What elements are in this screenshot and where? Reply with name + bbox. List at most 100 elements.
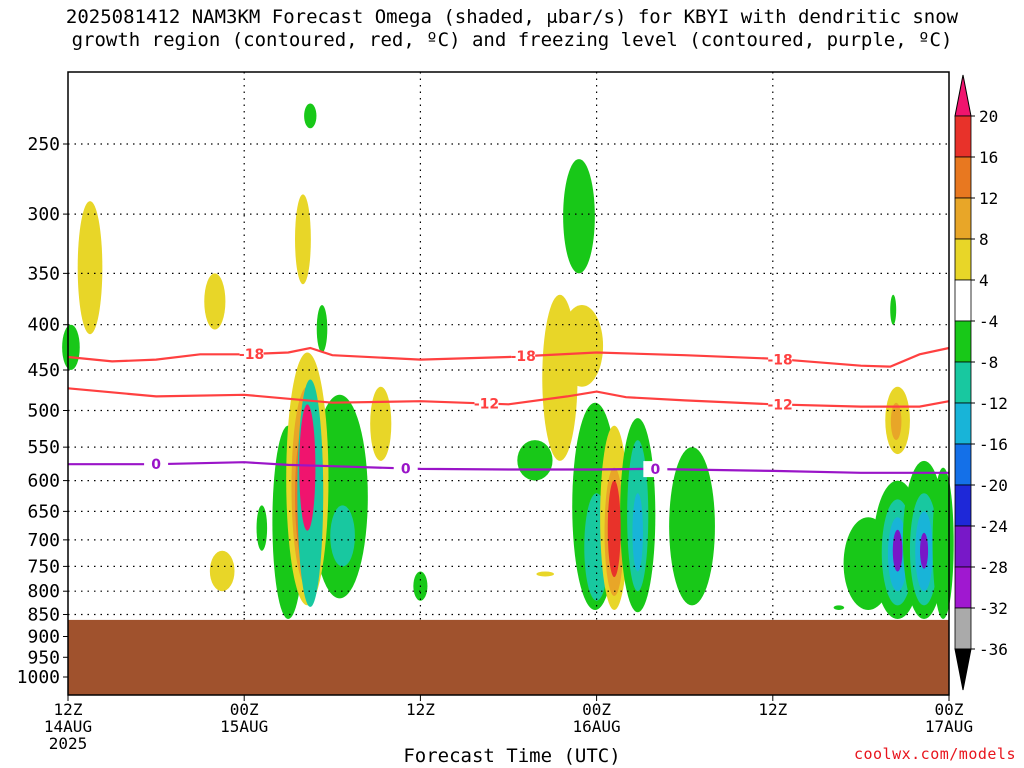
omega-area-4 bbox=[204, 273, 226, 330]
title-line-2: growth region (contoured, red, ºC) and f… bbox=[71, 29, 953, 51]
colorbar-box-9 bbox=[954, 443, 972, 486]
omega-area-5 bbox=[209, 550, 235, 592]
omega-area-3 bbox=[316, 304, 328, 353]
contour-label-bg-1-0 bbox=[474, 395, 499, 412]
temperature-contours: -18 -18 -18 -12 -12 0 0 0 bbox=[67, 345, 950, 478]
colorbar-label-9: -20 bbox=[979, 476, 1008, 495]
y-tick-label-900: 900 bbox=[27, 626, 60, 647]
omega-core-4 bbox=[920, 532, 929, 569]
contour-label-0-2: -18 bbox=[767, 352, 792, 368]
omega-area-16 bbox=[536, 571, 555, 577]
colorbar-box-4 bbox=[954, 238, 972, 281]
colorbar-box-13 bbox=[954, 607, 972, 650]
y-tick-label-250: 250 bbox=[27, 134, 60, 155]
colorbar-label-1: 16 bbox=[979, 148, 998, 167]
colorbar-label-7: -12 bbox=[979, 394, 1008, 413]
contour-label-2-1: 0 bbox=[401, 461, 411, 477]
contour-0 bbox=[68, 461, 949, 474]
omega-core-3 bbox=[892, 529, 903, 572]
contour-label-1-1: -12 bbox=[767, 397, 792, 413]
contour-label-0-1: -18 bbox=[511, 349, 536, 365]
omega-area-0 bbox=[77, 201, 103, 335]
colorbar-box-6 bbox=[954, 320, 972, 363]
y-tick-label-450: 450 bbox=[27, 360, 60, 381]
contour-label-bg-2-2 bbox=[643, 461, 668, 478]
contour-minus18 bbox=[67, 346, 950, 368]
colorbar-label-12: -32 bbox=[979, 599, 1008, 618]
omega-core-1 bbox=[299, 404, 316, 531]
omega-area-12 bbox=[517, 440, 553, 481]
x-tick-label-3-1: 00Z bbox=[582, 700, 611, 719]
x-axis-label: Forecast Time (UTC) bbox=[403, 745, 621, 767]
contour-label-bg-2-0 bbox=[144, 456, 169, 473]
contour-minus12 bbox=[67, 387, 950, 408]
contour-label-0-0: -18 bbox=[239, 347, 264, 363]
omega-area-37 bbox=[62, 324, 80, 370]
colorbar-box-11 bbox=[954, 525, 972, 568]
contour-label-2-0: 0 bbox=[151, 457, 161, 473]
credit-text: coolwx.com/models bbox=[853, 745, 1016, 763]
y-tick-label-750: 750 bbox=[27, 556, 60, 577]
y-tick-label-950: 950 bbox=[27, 647, 60, 668]
y-tick-label-850: 850 bbox=[27, 605, 60, 626]
omega-area-6 bbox=[256, 505, 268, 551]
omega-area-32 bbox=[890, 294, 897, 325]
omega-area-9 bbox=[330, 505, 355, 567]
x-tick-label-0-2: 14AUG bbox=[44, 717, 92, 736]
ground-fill bbox=[68, 619, 949, 695]
colorbar-label-3: 8 bbox=[979, 230, 989, 249]
omega-area-24 bbox=[669, 447, 715, 606]
colorbar-label-10: -24 bbox=[979, 517, 1008, 536]
chart-title: 2025081412 NAM3KM Forecast Omega (shaded… bbox=[0, 6, 1024, 52]
y-tick-label-550: 550 bbox=[27, 437, 60, 458]
colorbar: 20 16 12 8 4 -4 -8 -12 -16 -20 -24 -28 -32 -36 bbox=[954, 74, 1008, 691]
colorbar-box-7 bbox=[954, 361, 972, 404]
colorbar-label-4: 4 bbox=[979, 271, 989, 290]
colorbar-label-5: -4 bbox=[979, 312, 998, 331]
y-tick-label-500: 500 bbox=[27, 401, 60, 422]
colorbar-label-0: 20 bbox=[979, 107, 998, 126]
title-line-1: 2025081412 NAM3KM Forecast Omega (shaded… bbox=[65, 6, 959, 28]
x-tick-label-1-2: 15AUG bbox=[220, 717, 268, 736]
y-tick-label-1000: 1000 bbox=[17, 667, 60, 688]
contour-label-1-0: -12 bbox=[474, 397, 499, 413]
colorbar-label-8: -16 bbox=[979, 435, 1008, 454]
colorbar-box-5 bbox=[954, 279, 972, 322]
omega-core-2 bbox=[607, 480, 621, 578]
omega-shading bbox=[62, 103, 954, 620]
y-tick-label-800: 800 bbox=[27, 581, 60, 602]
x-tick-label-0-1: 12Z bbox=[54, 700, 83, 719]
colorbar-label-11: -28 bbox=[979, 558, 1008, 577]
colorbar-box-12 bbox=[954, 566, 972, 609]
y-tick-label-300: 300 bbox=[27, 204, 60, 225]
contour-label-bg-0-2 bbox=[768, 351, 793, 368]
y-tick-label-400: 400 bbox=[27, 315, 60, 336]
colorbar-label-6: -8 bbox=[979, 353, 998, 372]
colorbar-box-10 bbox=[954, 484, 972, 527]
omega-area-15 bbox=[563, 159, 595, 274]
omega-area-25 bbox=[833, 605, 845, 610]
y-tick-label-700: 700 bbox=[27, 530, 60, 551]
colorbar-label-13: -36 bbox=[979, 640, 1008, 659]
y-tick-label-600: 600 bbox=[27, 471, 60, 492]
plot-frame bbox=[67, 71, 950, 696]
y-tick-label-350: 350 bbox=[27, 263, 60, 284]
x-tick-label-1-1: 00Z bbox=[230, 700, 259, 719]
omega-area-31 bbox=[890, 402, 902, 441]
contour-label-bg-0-0 bbox=[239, 345, 264, 362]
omega-area-10 bbox=[370, 386, 392, 461]
x-tick-label-0-3: 2025 bbox=[49, 734, 88, 753]
y-axis: 2503003504004505005506006507007508008509… bbox=[17, 134, 68, 688]
omega-area-23 bbox=[632, 493, 643, 572]
colorbar-box-3 bbox=[954, 197, 972, 240]
x-tick-label-2-1: 12Z bbox=[406, 700, 435, 719]
colorbar-label-2: 12 bbox=[979, 189, 998, 208]
x-tick-label-4-1: 12Z bbox=[758, 700, 787, 719]
x-tick-label-5-1: 00Z bbox=[935, 700, 964, 719]
contour-label-bg-1-1 bbox=[768, 396, 793, 413]
colorbar-box-2 bbox=[954, 156, 972, 199]
contour-label-bg-2-1 bbox=[393, 460, 418, 477]
contour-label-bg-0-1 bbox=[511, 348, 536, 365]
grid-lines bbox=[68, 72, 949, 695]
